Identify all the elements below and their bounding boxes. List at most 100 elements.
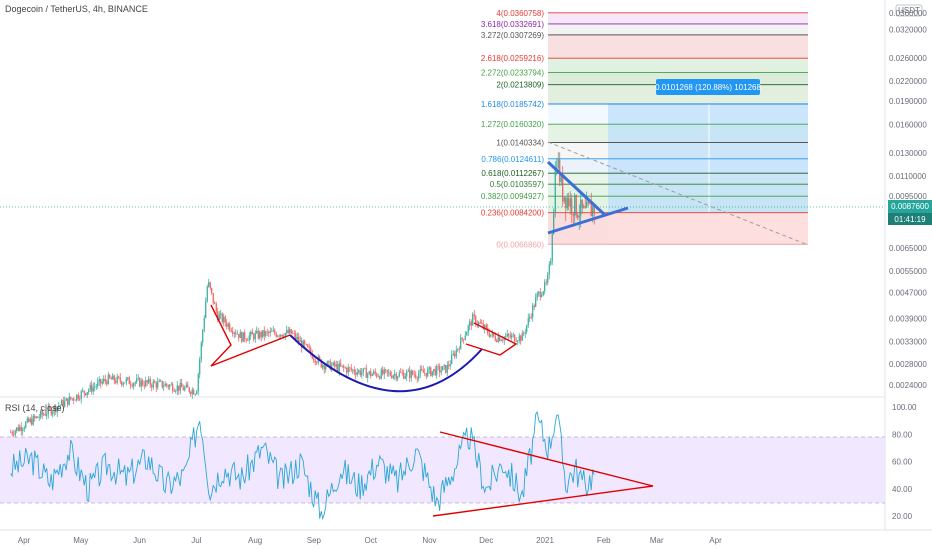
candle-body xyxy=(269,331,271,334)
candle-body xyxy=(220,313,222,315)
candle-body xyxy=(406,371,408,377)
november-pennant-drawing[interactable] xyxy=(465,322,518,356)
candle-body xyxy=(265,331,267,337)
candle-body xyxy=(14,430,16,435)
candle-body xyxy=(301,340,303,348)
fib-level-label: 1.618(0.0185742) xyxy=(481,100,545,109)
candle-body xyxy=(161,380,163,388)
candle-body xyxy=(449,363,451,366)
fib-retracement-labels: 0(0.0066860) 0.236(0.0084200) 0.382(0.0094… xyxy=(481,9,545,249)
candle-body xyxy=(349,367,351,368)
candle-body xyxy=(440,370,442,373)
candle-body xyxy=(574,195,576,216)
long-position-box[interactable] xyxy=(608,103,808,245)
candle-body xyxy=(571,198,573,214)
projection-dashed-line xyxy=(547,141,809,246)
candle-body xyxy=(412,370,414,375)
position-profit-zone xyxy=(608,103,808,213)
candle-body xyxy=(223,316,225,323)
candlestick-series xyxy=(10,152,595,439)
candle-body xyxy=(344,367,346,369)
fib-level-label: 1.272(0.0160320) xyxy=(481,120,545,129)
candle-body xyxy=(61,400,63,406)
candle-body xyxy=(139,378,141,387)
cup-drawing[interactable] xyxy=(289,334,483,393)
candle-body xyxy=(308,347,310,349)
candle-body xyxy=(215,303,217,312)
price-tick-label: 0.0047000 xyxy=(889,289,927,298)
rsi-triangle-drawing[interactable] xyxy=(432,431,654,517)
candle-body xyxy=(430,367,432,376)
july-pennant-drawing[interactable] xyxy=(210,304,291,367)
candle-body xyxy=(466,332,468,336)
candle-body xyxy=(353,369,355,373)
candle-body xyxy=(410,370,412,378)
candle-body xyxy=(268,331,270,334)
candle-body xyxy=(398,372,400,377)
candle-body xyxy=(286,329,288,334)
drawings[interactable] xyxy=(210,160,629,393)
candle-body xyxy=(140,380,142,387)
candle-body xyxy=(445,365,447,373)
candle-body xyxy=(167,385,169,388)
price-axis[interactable]: 0.0360000 0.0320000 0.0260000 0.0220000 0.01… xyxy=(889,9,927,390)
candle-body xyxy=(244,332,246,340)
candle-body xyxy=(137,378,139,379)
candle-body xyxy=(107,374,109,385)
candle-body xyxy=(511,335,513,338)
candle-body xyxy=(110,377,112,380)
price-tick-label: 0.0220000 xyxy=(889,77,927,86)
rsi-axis[interactable]: 100.00 80.00 60.00 40.00 20.00 xyxy=(892,403,917,521)
candle-body xyxy=(290,329,292,334)
candle-body xyxy=(196,391,198,395)
candle-body xyxy=(374,371,376,374)
fib-level-label: 3.272(0.0307269) xyxy=(481,31,545,40)
candle-body xyxy=(271,331,273,332)
candle-body xyxy=(259,331,261,339)
candle-body xyxy=(419,369,421,374)
candle-body xyxy=(527,318,529,326)
candle-body xyxy=(115,381,117,383)
candle-body xyxy=(233,332,235,334)
candle-body xyxy=(125,378,127,383)
candle-body xyxy=(436,365,438,376)
fib-level-label: 3.618(0.0332691) xyxy=(481,20,545,29)
candle-body xyxy=(382,369,384,375)
candle-body xyxy=(130,384,132,386)
wedge-lower-line[interactable] xyxy=(547,206,629,235)
candle-body xyxy=(380,369,382,379)
candle-body xyxy=(298,336,300,342)
candle-body xyxy=(37,416,39,418)
candle-body xyxy=(388,372,390,373)
candle-body xyxy=(121,381,123,385)
time-tick-label: Mar xyxy=(650,536,664,545)
candle-body xyxy=(403,372,405,379)
currency-badge[interactable]: USDT xyxy=(895,4,923,17)
candle-body xyxy=(262,330,264,338)
time-axis[interactable]: Apr May Jun Jul Aug Sep Oct Nov Dec 2021 Feb Mar Apr xyxy=(18,536,722,545)
candle-body xyxy=(289,329,291,334)
time-tick-label: Oct xyxy=(364,536,377,545)
candle-body xyxy=(28,418,30,422)
wedge-upper-line[interactable] xyxy=(546,160,607,217)
candle-body xyxy=(461,337,463,340)
time-tick-label: Feb xyxy=(597,536,611,545)
price-tick-label: 0.0055000 xyxy=(889,267,927,276)
candle-body xyxy=(97,381,99,387)
candle-body xyxy=(526,325,528,333)
fib-zone xyxy=(548,23,808,35)
candle-body xyxy=(152,381,154,388)
price-tick-label: 0.0160000 xyxy=(889,120,927,129)
candle-body xyxy=(128,377,130,385)
candle-body xyxy=(272,330,274,332)
measure-badge[interactable]: 0.0101268 (120.88%) 101268 xyxy=(655,79,761,95)
candle-body xyxy=(335,364,337,367)
candle-body xyxy=(356,372,358,375)
candle-body xyxy=(172,384,174,392)
candle-body xyxy=(541,294,543,297)
candle-body xyxy=(58,406,60,407)
candle-body xyxy=(278,335,280,337)
candle-body xyxy=(583,206,585,208)
candle-body xyxy=(316,362,318,364)
